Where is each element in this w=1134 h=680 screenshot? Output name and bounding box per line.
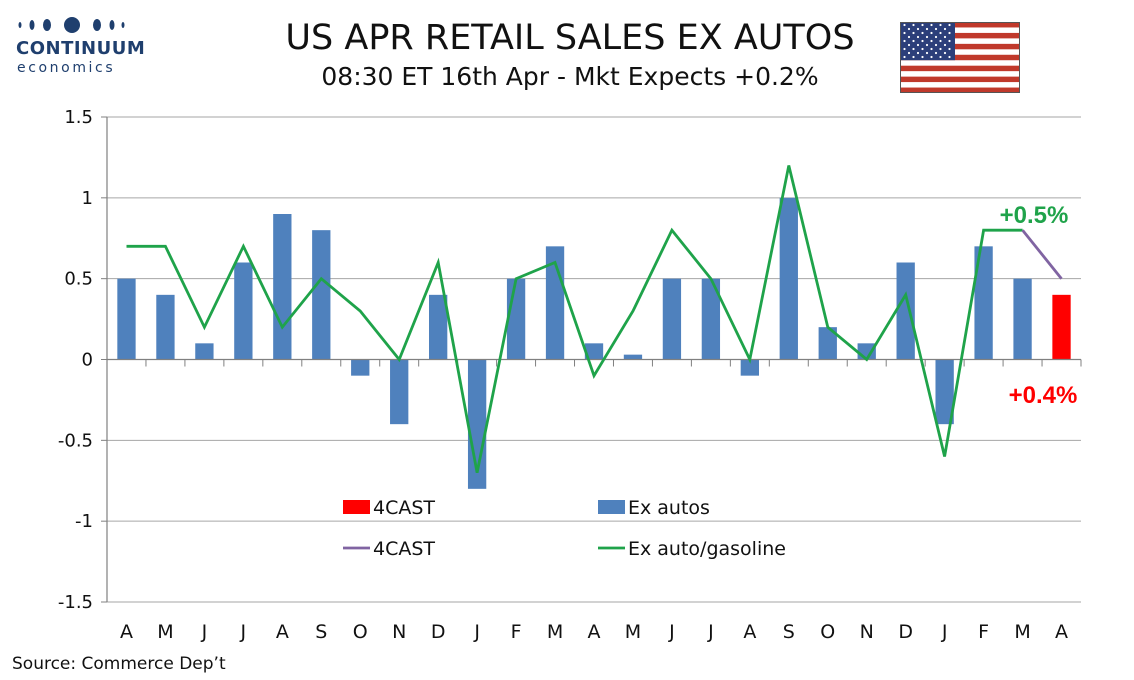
x-tick-label: J: [201, 621, 208, 643]
y-tick-label: -1.5: [58, 592, 93, 613]
bar-ex-autos: [740, 359, 759, 376]
y-tick-label: 1: [82, 188, 93, 209]
line-ex-auto-gasoline: [126, 165, 1023, 473]
x-tick-label: A: [276, 621, 289, 643]
legend-label: Ex auto/gasoline: [628, 538, 786, 560]
legend-label: Ex autos: [628, 497, 710, 519]
annotations: +0.5% +0.4%: [1000, 202, 1078, 409]
x-tick-label: S: [783, 621, 795, 643]
legend-swatch: [598, 500, 625, 514]
x-tick-label: N: [392, 621, 406, 643]
bar-ex-autos: [117, 278, 136, 360]
annotation-ex-autos-forecast: +0.4%: [1009, 382, 1078, 409]
bar-ex-autos: [935, 359, 954, 425]
legend: 4CAST Ex autos 4CAST Ex auto/gasoline: [343, 497, 786, 560]
x-tick-label: J: [707, 621, 714, 643]
bar-ex-autos: [818, 327, 837, 360]
bars: [117, 197, 1071, 489]
x-tick-label: D: [431, 621, 446, 643]
bar-ex-autos: [701, 278, 721, 360]
bar-ex-autos: [273, 214, 292, 360]
y-tick-label: -0.5: [58, 430, 93, 451]
bar-ex-autos: [974, 246, 993, 360]
y-tick-label: 1.5: [64, 107, 93, 128]
tick-labels: 1.5 1 0.5 0 -0.5 -1 -1.5 A M J J A S O N D J F M A M J J A S O N D J…: [58, 107, 1068, 643]
lines: [126, 165, 1063, 473]
x-tick-label: J: [668, 621, 675, 643]
bar-ex-autos: [429, 294, 448, 360]
x-tick-label: M: [547, 621, 563, 643]
bar-ex-autos: [1013, 278, 1032, 360]
bar-ex-autos: [312, 230, 331, 360]
legend-label: 4CAST: [373, 538, 435, 560]
x-tick-label: O: [820, 621, 835, 643]
x-tick-label: F: [978, 621, 989, 643]
line-4cast: [1021, 229, 1063, 280]
bar-ex-autos: [351, 359, 370, 376]
x-tick-label: S: [315, 621, 327, 643]
bar-ex-autos: [896, 262, 915, 360]
axes: [101, 116, 1082, 603]
bar-ex-autos: [584, 343, 604, 360]
bar-ex-autos: [234, 262, 253, 360]
logo-dots-icon: [18, 17, 125, 33]
x-tick-label: J: [240, 621, 247, 643]
x-tick-label: A: [588, 621, 601, 643]
chart-title: US APR RETAIL SALES EX AUTOS: [285, 18, 855, 58]
legend-label: 4CAST: [373, 497, 435, 519]
legend-swatch: [343, 500, 370, 514]
logo-subword: economics: [17, 60, 116, 76]
x-tick-label: N: [860, 621, 874, 643]
bar-ex-autos: [623, 354, 643, 360]
x-tick-label: A: [1055, 621, 1068, 643]
chart-subtitle: 08:30 ET 16th Apr - Mkt Expects +0.2%: [321, 62, 819, 91]
y-tick-label: 0: [82, 350, 93, 371]
logo: CONTINUUM economics: [12, 12, 146, 82]
gridlines: [107, 116, 1081, 603]
x-tick-label: A: [743, 621, 756, 643]
bar-4cast: [1052, 294, 1071, 360]
bar-ex-autos: [156, 294, 175, 360]
bar-ex-autos: [506, 278, 526, 360]
x-tick-label: O: [353, 621, 368, 643]
x-tick-label: M: [157, 621, 173, 643]
x-tick-label: M: [1014, 621, 1030, 643]
y-tick-label: 0.5: [64, 269, 93, 290]
bar-ex-autos: [195, 343, 214, 360]
bar-ex-autos: [662, 278, 682, 360]
x-tick-label: A: [120, 621, 133, 643]
y-tick-label: -1: [75, 511, 93, 532]
annotation-ex-auto-gasoline-forecast: +0.5%: [1000, 202, 1069, 229]
x-tick-label: F: [511, 621, 522, 643]
x-tick-label: M: [625, 621, 641, 643]
logo-word: CONTINUUM: [16, 38, 146, 59]
x-tick-label: D: [898, 621, 913, 643]
x-tick-label: J: [473, 621, 480, 643]
x-tick-label: J: [941, 621, 948, 643]
source-note: Source: Commerce Dep’t: [12, 654, 226, 674]
us-flag-icon: [900, 22, 1020, 93]
bar-ex-autos: [390, 359, 409, 425]
bar-ex-autos: [779, 197, 798, 360]
